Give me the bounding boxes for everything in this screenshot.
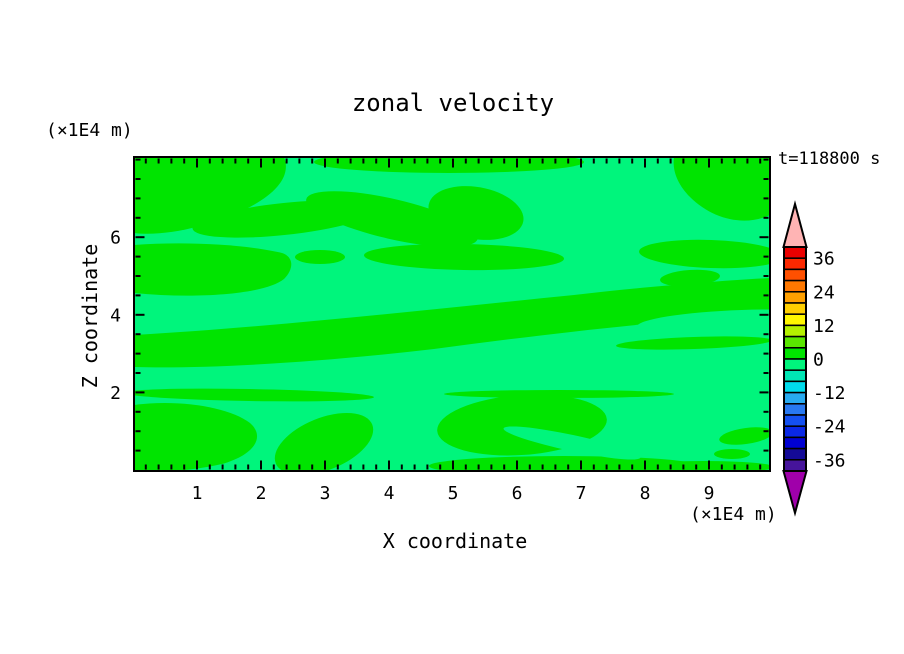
contour-blob — [274, 413, 374, 471]
contour-blob — [634, 461, 770, 471]
colorbar-band — [783, 414, 807, 427]
colorbar-band — [783, 257, 807, 271]
contour-blob — [134, 388, 374, 402]
x-tick-label: 9 — [704, 483, 715, 504]
contour-light-overlays — [503, 309, 770, 460]
contour-blob — [295, 250, 345, 264]
contour-blob-light — [503, 426, 641, 460]
contour-blob — [660, 269, 720, 287]
colorbar-band — [783, 313, 807, 327]
contour-blob — [639, 239, 770, 269]
contour-blob — [673, 157, 770, 221]
contour-blob-light — [637, 309, 770, 337]
colorbar-band — [783, 302, 807, 315]
x-tick-label: 1 — [192, 483, 203, 504]
contour-blob — [616, 336, 770, 350]
z-axis-title: Z coordinate — [78, 244, 102, 389]
contour-blob — [134, 157, 286, 234]
colorbar-outline — [783, 246, 807, 472]
contour-blob — [714, 449, 750, 459]
colorbar-band — [783, 425, 807, 439]
contour-blob — [134, 243, 292, 296]
contour-dark-overlays — [616, 336, 770, 350]
colorbar-tick-label: -36 — [813, 450, 846, 471]
colorbar-tick-label: -24 — [813, 417, 846, 438]
x-tick-label: 2 — [256, 483, 267, 504]
colorbar-band — [783, 335, 807, 349]
colorbar-tick-label: 0 — [813, 350, 824, 371]
plot-title: zonal velocity — [352, 89, 554, 117]
x-axis-unit-label: (×1E4 m) — [690, 504, 777, 525]
colorbar: 36 24 12 0 -12 -24 -36 — [782, 200, 846, 517]
colorbar-band — [783, 291, 807, 304]
contour-field — [134, 157, 770, 471]
plot-frame — [133, 156, 771, 472]
contour-blob — [134, 403, 257, 471]
x-tick-label: 7 — [576, 483, 587, 504]
colorbar-band — [783, 403, 807, 416]
colorbar-band — [783, 447, 807, 461]
timestamp-label: t=118800 s — [778, 149, 880, 169]
colorbar-tick-label: 36 — [813, 249, 835, 270]
z-axis-unit-label: (×1E4 m) — [46, 120, 133, 141]
colorbar-band — [783, 279, 807, 293]
x-tick-label: 3 — [320, 483, 331, 504]
axis-ticks — [135, 158, 769, 470]
axis-tick-labels: 1 2 3 4 5 6 7 8 9 2 4 6 — [110, 228, 714, 504]
colorbar-tick-label: -12 — [813, 383, 846, 404]
x-tick-label: 4 — [384, 483, 395, 504]
colorbar-band — [783, 358, 807, 371]
z-tick-label: 4 — [110, 305, 121, 326]
colorbar-band — [783, 324, 807, 338]
colorbar-tick-label: 24 — [813, 282, 835, 303]
z-tick-label: 6 — [110, 228, 121, 249]
colorbar-band — [783, 391, 807, 405]
contour-blob — [444, 390, 674, 398]
z-tick-label: 2 — [110, 383, 121, 404]
x-tick-label: 5 — [448, 483, 459, 504]
colorbar-band — [783, 268, 807, 282]
contour-blob — [306, 191, 478, 247]
contour-blob — [428, 186, 524, 240]
colorbar-band — [783, 347, 807, 360]
colorbar-under-arrow — [782, 470, 808, 517]
colorbar-band — [783, 459, 807, 472]
contour-dark-blobs — [134, 157, 770, 471]
contour-blob — [364, 243, 564, 271]
colorbar-tick-label: 12 — [813, 316, 835, 337]
colorbar-band — [783, 380, 807, 394]
colorbar-band — [783, 369, 807, 383]
contour-blob — [719, 427, 770, 445]
x-tick-label: 8 — [640, 483, 651, 504]
colorbar-band — [783, 246, 807, 259]
x-axis-title: X coordinate — [383, 529, 528, 553]
colorbar-band — [783, 436, 807, 450]
x-tick-label: 6 — [512, 483, 523, 504]
colorbar-over-arrow — [782, 200, 808, 248]
contour-blob — [134, 278, 770, 368]
